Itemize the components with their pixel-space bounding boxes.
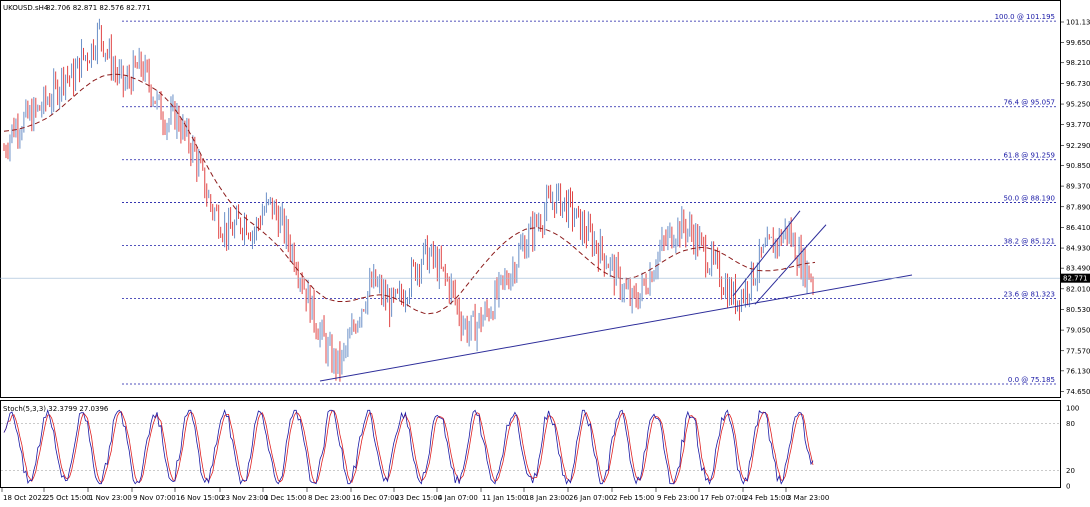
fib-level-label: 50.0 @ 88.190 <box>1003 195 1055 203</box>
fib-level-label: 23.6 @ 81.323 <box>1003 290 1055 298</box>
price-tick-label: 98.210 <box>1066 59 1090 67</box>
time-tick-label: 23 Dec 15:00 <box>395 494 442 502</box>
stochastic-lines <box>3 408 814 485</box>
time-tick-label: 1 Dec 15:00 <box>264 494 307 502</box>
ohlc-values: 82.706 82.871 82.576 82.771 <box>46 4 151 12</box>
price-axis: 101.130 99.650 98.210 96.730 95.250 93.770 92.… <box>1060 19 1090 396</box>
support-trendline <box>319 274 913 382</box>
price-tick-label: 82.010 <box>1066 285 1090 293</box>
price-tick-label: 101.130 <box>1066 19 1090 27</box>
current-price-marker: 82.771 <box>0 273 1090 283</box>
fib-level-label: 38.2 @ 85.121 <box>1003 237 1055 245</box>
time-tick-label: 18 Oct 2022 <box>3 494 46 502</box>
time-tick-label: 18 Jan 23:00 <box>525 494 569 502</box>
price-tick-label: 79.050 <box>1066 327 1090 335</box>
time-tick-label: 16 Nov 15:00 <box>176 494 223 502</box>
fibonacci-levels: 100.0 @ 101.195 76.4 @ 95.057 61.8 @ 91.25… <box>122 13 1058 385</box>
time-tick-label: 11 Jan 15:00 <box>482 494 526 502</box>
time-tick-label: 16 Dec 07:00 <box>352 494 399 502</box>
time-tick-label: 3 Mar 23:00 <box>787 494 829 502</box>
time-tick-label: 4 Jan 07:00 <box>438 494 478 502</box>
price-tick-label: 80.530 <box>1066 306 1090 314</box>
stoch-level-label: 20 <box>1066 467 1075 475</box>
time-tick-label: 25 Oct 15:00 <box>45 494 91 502</box>
price-tick-label: 95.250 <box>1066 101 1090 109</box>
current-price-label: 82.771 <box>1063 275 1088 283</box>
symbol-label: UKOUSD.sH4 <box>3 4 49 12</box>
time-tick-label: 1 Nov 23:00 <box>89 494 132 502</box>
time-tick-label: 9 Feb 23:00 <box>657 494 698 502</box>
time-tick-label: 26 Jan 07:00 <box>569 494 613 502</box>
fib-level-label: 76.4 @ 95.057 <box>1003 99 1055 107</box>
stoch-main-line <box>3 408 814 485</box>
stoch-level-label: 80 <box>1066 420 1075 428</box>
price-tick-label: 92.290 <box>1066 142 1090 150</box>
fib-level-label: 100.0 @ 101.195 <box>995 13 1055 21</box>
time-tick-label: 24 Feb 15:00 <box>744 494 790 502</box>
price-tick-label: 93.770 <box>1066 121 1090 129</box>
fib-level-label: 61.8 @ 91.259 <box>1003 152 1055 160</box>
price-tick-label: 76.130 <box>1066 367 1090 375</box>
trendlines-layer <box>319 210 913 382</box>
price-tick-label: 99.650 <box>1066 39 1090 47</box>
price-tick-label: 96.730 <box>1066 80 1090 88</box>
chart-header: UKOUSD.sH4 82.706 82.871 82.576 82.771 <box>3 4 151 12</box>
price-tick-label: 83.490 <box>1066 265 1090 273</box>
channel-upper-line <box>732 210 801 297</box>
price-tick-label: 87.890 <box>1066 203 1090 211</box>
stoch-level-label: 100 <box>1066 405 1079 413</box>
price-tick-label: 90.850 <box>1066 162 1090 170</box>
channel-lower-line <box>754 224 827 305</box>
price-tick-label: 89.370 <box>1066 183 1090 191</box>
time-tick-label: 23 Nov 23:00 <box>221 494 268 502</box>
price-tick-label: 74.650 <box>1066 388 1090 396</box>
ma-line <box>3 73 816 315</box>
price-tick-label: 86.410 <box>1066 224 1090 232</box>
moving-average <box>3 73 816 315</box>
price-tick-label: 77.570 <box>1066 347 1090 355</box>
time-tick-label: 9 Nov 07:00 <box>133 494 176 502</box>
price-tick-label: 84.930 <box>1066 245 1090 253</box>
stoch-label: Stoch(5,3,3) 32.3799 27.0396 <box>3 405 109 413</box>
stoch-levels: 100 80 20 0 <box>1 405 1079 491</box>
time-tick-label: 8 Dec 23:00 <box>308 494 351 502</box>
main-panel-frame <box>0 0 1061 398</box>
fib-level-label: 0.0 @ 75.185 <box>1008 376 1055 384</box>
stoch-level-label: 0 <box>1066 483 1070 491</box>
time-tick-label: 2 Feb 15:00 <box>613 494 654 502</box>
time-tick-label: 17 Feb 07:00 <box>700 494 746 502</box>
